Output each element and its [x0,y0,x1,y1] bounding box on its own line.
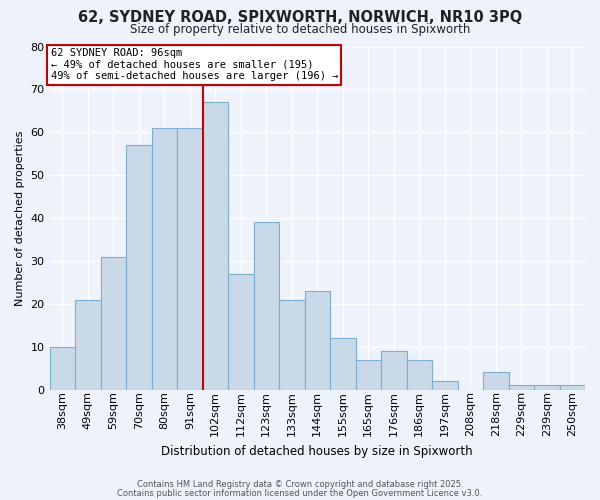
Y-axis label: Number of detached properties: Number of detached properties [15,130,25,306]
Bar [534,386,560,390]
Bar [228,274,254,390]
Bar [509,386,534,390]
Bar [75,300,101,390]
Bar [203,102,228,390]
Bar [407,360,432,390]
X-axis label: Distribution of detached houses by size in Spixworth: Distribution of detached houses by size … [161,444,473,458]
Bar [177,128,203,390]
Bar [254,222,279,390]
Text: 62, SYDNEY ROAD, SPIXWORTH, NORWICH, NR10 3PQ: 62, SYDNEY ROAD, SPIXWORTH, NORWICH, NR1… [78,10,522,25]
Text: Contains public sector information licensed under the Open Government Licence v3: Contains public sector information licen… [118,488,482,498]
Bar [330,338,356,390]
Text: Contains HM Land Registry data © Crown copyright and database right 2025.: Contains HM Land Registry data © Crown c… [137,480,463,489]
Bar [305,291,330,390]
Bar [126,145,152,390]
Text: 62 SYDNEY ROAD: 96sqm
← 49% of detached houses are smaller (195)
49% of semi-det: 62 SYDNEY ROAD: 96sqm ← 49% of detached … [50,48,338,82]
Bar [356,360,381,390]
Bar [560,386,585,390]
Bar [50,347,75,390]
Bar [381,351,407,390]
Bar [152,128,177,390]
Bar [279,300,305,390]
Bar [101,256,126,390]
Text: Size of property relative to detached houses in Spixworth: Size of property relative to detached ho… [130,22,470,36]
Bar [483,372,509,390]
Bar [432,381,458,390]
